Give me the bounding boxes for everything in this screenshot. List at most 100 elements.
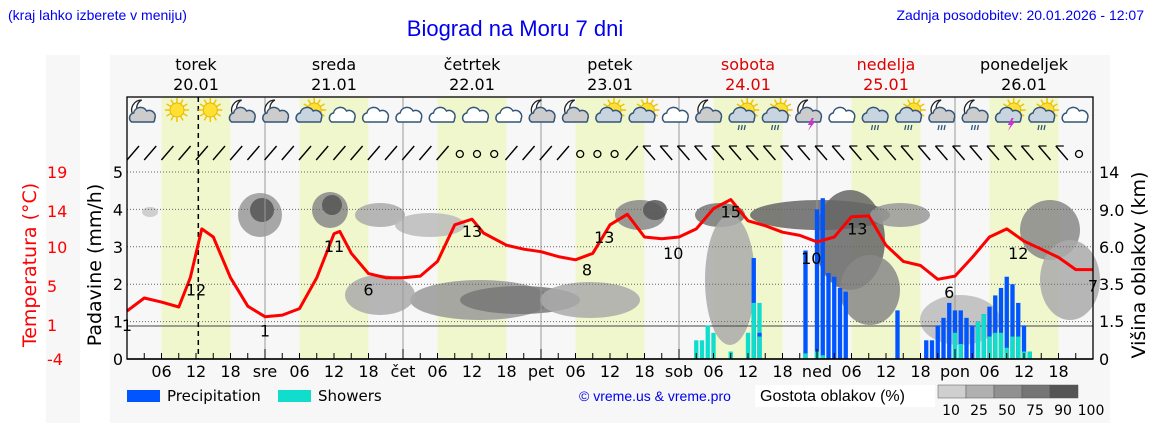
wind-barb-icon <box>917 145 931 161</box>
x-tick-label: 18 <box>220 362 240 381</box>
wind-barb-icon <box>711 145 725 161</box>
cloud-blob <box>643 200 667 220</box>
day-name: torek <box>175 55 217 74</box>
cloud-height-axis-title: Višina oblakov (km) <box>1128 172 1150 359</box>
x-tick-label: sob <box>665 362 693 381</box>
night-cloudy-icon <box>561 99 589 123</box>
partly-sunny-icon <box>595 98 626 123</box>
precipitation-bars <box>694 198 1032 359</box>
x-tick-label: 12 <box>324 362 344 381</box>
cloud-blob <box>705 215 755 345</box>
calm-wind-icon <box>610 149 619 159</box>
day-date: 26.01 <box>1001 75 1047 94</box>
x-tick-label: čet <box>391 362 416 381</box>
x-tick-label: 12 <box>876 362 896 381</box>
x-tick-label: sre <box>253 362 277 381</box>
calm-wind-icon <box>1074 149 1084 159</box>
precip-tick: 0 <box>113 350 123 369</box>
precip-axis-title: Padavine (mm/h) <box>84 184 106 347</box>
precipitation-legend-label: Precipitation <box>167 387 261 405</box>
cloudy-rain-icon <box>861 106 889 131</box>
wind-barb-icon <box>642 145 656 161</box>
wind-barb-icon <box>1003 145 1017 161</box>
wind-barb-icon <box>814 145 828 161</box>
temp-tick: 14 <box>47 202 67 221</box>
calm-wind-icon <box>593 149 602 159</box>
wind-barb-icon <box>246 145 260 161</box>
wind-barb-icon <box>934 145 948 161</box>
cloudy-icon <box>828 106 856 123</box>
wind-barb-icon <box>780 145 794 161</box>
x-tick-label: 18 <box>1048 362 1068 381</box>
temp-label: 6 <box>363 281 373 300</box>
x-tick-label: pon <box>940 362 970 381</box>
temp-label: 6 <box>944 283 954 302</box>
x-tick-label: 06 <box>979 362 999 381</box>
cloudy-icon <box>1061 106 1089 123</box>
x-tick-label: 12 <box>462 362 482 381</box>
x-tick-label: 06 <box>427 362 447 381</box>
wind-barb-icon <box>522 145 536 161</box>
density-tick: 75 <box>1026 403 1044 419</box>
x-tick-label: 12 <box>186 362 206 381</box>
x-tick-label: 18 <box>358 362 378 381</box>
precip-tick: 1 <box>113 313 123 332</box>
wind-barb-icon <box>264 145 278 161</box>
wind-barb-icon <box>797 145 811 161</box>
cloudy-icon <box>661 106 689 123</box>
wind-barb-icon <box>367 145 381 161</box>
temp-label: 12 <box>186 281 206 300</box>
wind-barb-icon <box>436 145 450 161</box>
cloud-height-tick: 0 <box>1099 350 1109 369</box>
cloud-density-label: Gostota oblakov (%) <box>760 388 905 405</box>
cloud-blob <box>142 207 158 217</box>
location-hint: (kraj lahko izberete v meniju) <box>8 7 187 23</box>
temp-label: 15 <box>721 203 741 222</box>
temp-label: 13 <box>847 220 867 239</box>
density-swatch <box>1049 384 1079 399</box>
night-thunder-icon <box>795 99 823 131</box>
day-name: sobota <box>721 55 775 74</box>
density-tick: 25 <box>970 403 988 419</box>
wind-barb-icon <box>625 145 639 161</box>
temp-label: 13 <box>594 228 614 247</box>
cloud-height-tick: 14 <box>1099 163 1119 182</box>
x-tick-label: 06 <box>289 362 309 381</box>
day-date: 24.01 <box>725 75 771 94</box>
temp-tick: -4 <box>47 350 63 369</box>
cloudy-icon <box>361 106 390 123</box>
cloud-blob <box>395 213 465 237</box>
wind-barb-icon <box>539 145 553 161</box>
weather-icons-row <box>128 98 1089 131</box>
credit-link[interactable]: © vreme.us & vreme.pro <box>579 388 731 404</box>
day-name: sreda <box>312 55 356 74</box>
day-date: 20.01 <box>173 75 219 94</box>
day-date: 25.01 <box>863 75 909 94</box>
temp-tick: 5 <box>47 277 57 296</box>
wind-barb-icon <box>762 145 776 161</box>
density-tick: 90 <box>1054 403 1072 419</box>
temp-label: 1 <box>260 322 270 341</box>
day-date: 22.01 <box>449 75 495 94</box>
precip-tick: 2 <box>113 275 123 294</box>
precip-tick: 3 <box>113 238 123 257</box>
x-tick-label: 06 <box>151 362 171 381</box>
x-tick-label: ned <box>802 362 832 381</box>
legend: Precipitation Showers © vreme.us & vreme.p… <box>127 384 1104 419</box>
cloudy-icon <box>328 106 356 123</box>
calm-wind-icon <box>472 149 482 159</box>
density-swatch <box>1021 384 1051 399</box>
wind-barb-icon <box>659 145 673 161</box>
cloudy-icon <box>428 106 456 123</box>
plot-frame <box>126 96 1094 360</box>
night-cloudy-icon <box>262 99 290 123</box>
wind-barb-icon <box>728 145 742 161</box>
sunny-rain-icon <box>761 98 793 131</box>
density-swatch <box>993 384 1023 399</box>
wind-barb-icon <box>332 145 346 161</box>
showers-swatch <box>278 390 311 402</box>
showers-legend-label: Showers <box>318 387 382 405</box>
density-swatch <box>965 384 995 399</box>
x-tick-label: 12 <box>1014 362 1034 381</box>
day-name: petek <box>587 55 633 74</box>
